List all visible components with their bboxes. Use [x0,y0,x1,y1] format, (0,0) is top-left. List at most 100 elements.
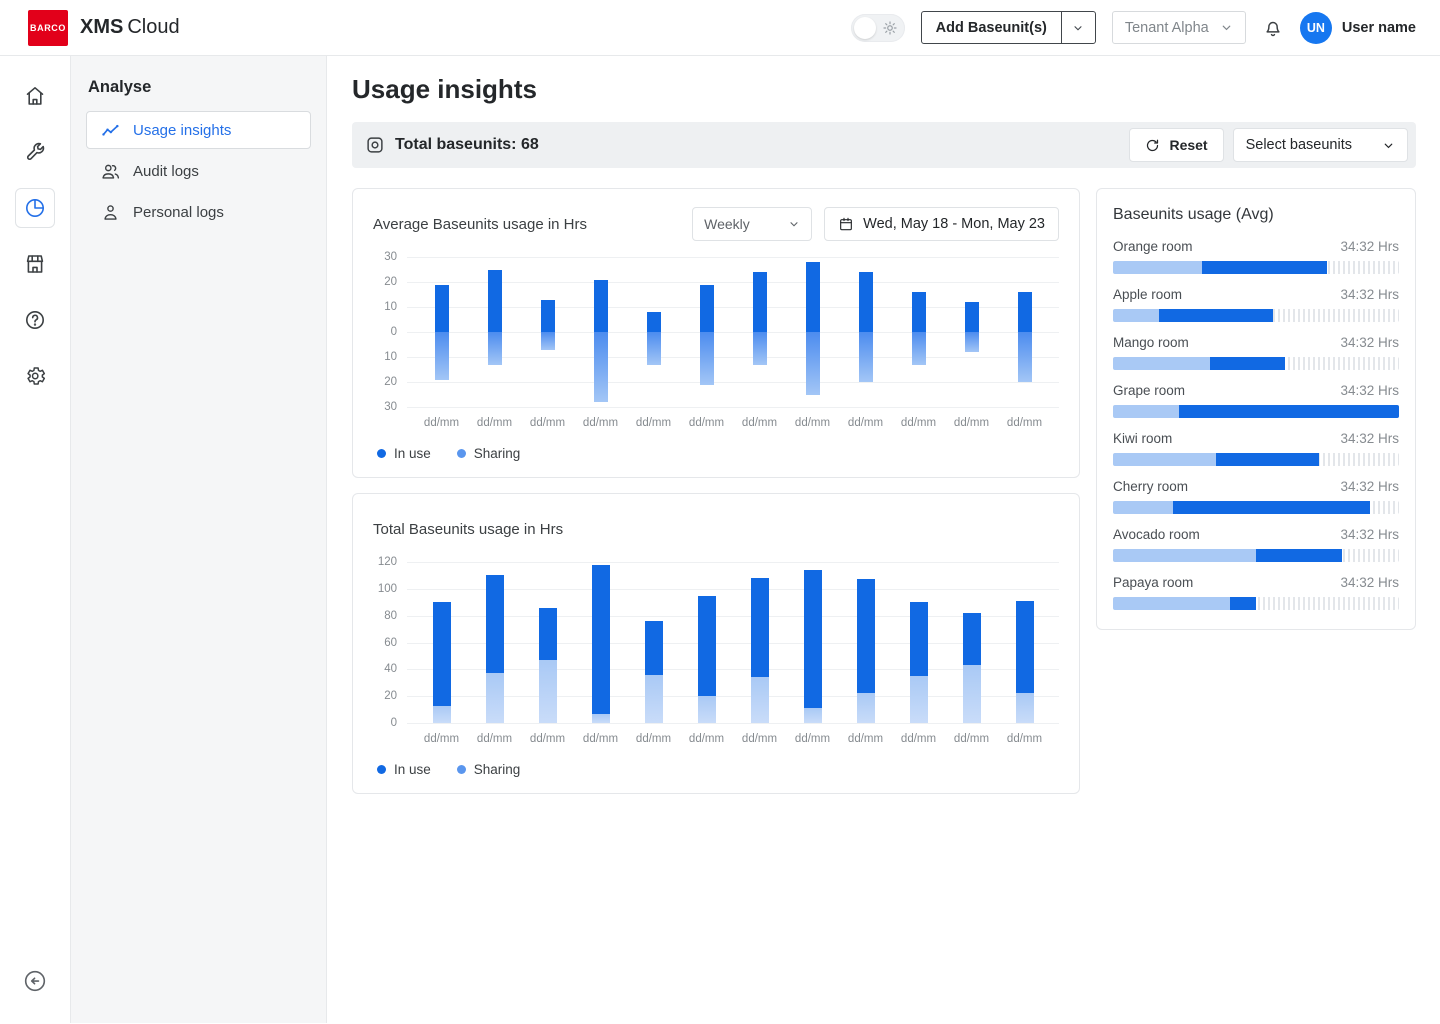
panel-title: Baseunits usage (Avg) [1113,206,1399,224]
room-row: Mango room34:32 Hrs [1113,335,1399,370]
x-tick-label: dd/mm [998,733,1051,745]
x-tick-label: dd/mm [521,417,574,429]
room-bar-sharing-segment [1113,405,1179,418]
add-baseunits-dropdown-toggle[interactable] [1061,12,1095,43]
room-usage-value: 34:32 Hrs [1340,431,1399,446]
bar-sharing [486,673,504,723]
room-usage-bar [1113,261,1399,274]
bar-in-use [910,602,928,676]
marketplace-store-icon[interactable] [15,244,55,284]
analyse-sidebar: Analyse Usage insights [71,56,327,1023]
y-tick-label: 30 [384,251,397,263]
bar-group [839,562,892,723]
bar-group [627,562,680,723]
bar-sharing [698,696,716,723]
y-tick-label: 10 [384,351,397,363]
bar-in-use [804,570,822,708]
bar-in-use [859,272,873,332]
bar-group [786,562,839,723]
bar-in-use [963,613,981,665]
chevron-down-icon [1382,139,1395,152]
bar-group [892,562,945,723]
y-axis-labels: 120100806040200 [373,562,407,723]
room-row: Grape room34:32 Hrs [1113,383,1399,418]
bar-sharing [541,332,555,350]
collapse-sidebar-icon[interactable] [15,961,55,1001]
insights-pie-chart-icon[interactable] [15,188,55,228]
room-bar-sharing-segment [1113,501,1173,514]
chevron-down-icon [1072,22,1084,34]
bar-sharing [806,332,820,395]
chart-legend: In useSharing [373,446,1059,461]
reset-button[interactable]: Reset [1129,128,1223,162]
gridline [407,723,1059,724]
bar-sharing [645,675,663,723]
tools-wrench-icon[interactable] [15,132,55,172]
y-tick-label: 80 [384,610,397,622]
bar-sharing [910,676,928,723]
bar-in-use [857,579,875,693]
x-tick-label: dd/mm [627,733,680,745]
bar-in-use [594,280,608,333]
y-tick-label: 30 [384,401,397,413]
x-tick-label: dd/mm [415,417,468,429]
y-tick-label: 20 [384,376,397,388]
add-baseunits-button[interactable]: Add Baseunit(s) [921,11,1096,44]
room-bar-sharing-segment [1113,597,1230,610]
room-name: Apple room [1113,287,1182,302]
bar-group [574,257,627,407]
bar-in-use [435,285,449,333]
period-selector[interactable]: Weekly [692,207,812,241]
bar-in-use [486,575,504,673]
x-tick-label: dd/mm [892,417,945,429]
reset-label: Reset [1169,137,1207,153]
room-usage-bar [1113,405,1399,418]
sidebar-item-personal-logs[interactable]: Personal logs [86,193,311,231]
settings-gear-icon[interactable] [15,356,55,396]
tenant-selector[interactable]: Tenant Alpha [1112,11,1246,44]
room-header: Cherry room34:32 Hrs [1113,479,1399,494]
gridline [407,407,1059,408]
legend-item: In use [377,762,431,777]
bar-group [945,562,998,723]
bar-in-use [700,285,714,333]
room-bar-inuse-segment [1210,357,1284,370]
plot-column: dd/mmdd/mmdd/mmdd/mmdd/mmdd/mmdd/mmdd/mm… [407,257,1059,429]
room-usage-bar [1113,597,1399,610]
room-header: Apple room34:32 Hrs [1113,287,1399,302]
sidebar-item-audit-logs[interactable]: Audit logs [86,152,311,190]
legend-item: In use [377,446,431,461]
bar-group [627,257,680,407]
bar-in-use [912,292,926,332]
room-bar-sharing-segment [1113,261,1202,274]
chevron-down-icon [1220,21,1233,34]
bar-group [680,562,733,723]
x-tick-label: dd/mm [733,417,786,429]
user-menu[interactable]: UN User name [1300,12,1416,44]
toggle-knob [854,17,876,39]
legend-dot [377,449,386,458]
plot-column: dd/mmdd/mmdd/mmdd/mmdd/mmdd/mmdd/mmdd/mm… [407,562,1059,745]
bar-in-use [698,596,716,697]
legend-label: Sharing [474,762,521,777]
date-range-picker[interactable]: Wed, May 18 - Mon, May 23 [824,207,1059,241]
room-name: Papaya room [1113,575,1193,590]
notifications-bell-icon[interactable] [1262,17,1284,39]
select-baseunits-dropdown[interactable]: Select baseunits [1233,128,1408,162]
theme-toggle[interactable] [851,14,905,42]
line-chart-icon [99,120,121,141]
help-icon[interactable] [15,300,55,340]
total-usage-chart: 120100806040200dd/mmdd/mmdd/mmdd/mmdd/mm… [373,562,1059,777]
bar-in-use [965,302,979,332]
bar-group [468,257,521,407]
room-row: Apple room34:32 Hrs [1113,287,1399,322]
bar-group [733,257,786,407]
top-bar: BARCO XMSCloud Add Baseunit(s) Tenant Al… [0,0,1440,56]
sidebar-item-label: Usage insights [133,122,231,139]
y-tick-label: 20 [384,276,397,288]
y-tick-label: 0 [391,717,397,729]
home-icon[interactable] [15,76,55,116]
main-content: Usage insights Total baseunits: 68 Reset… [327,56,1440,1023]
sidebar-item-usage-insights[interactable]: Usage insights [86,111,311,149]
room-usage-value: 34:32 Hrs [1340,383,1399,398]
